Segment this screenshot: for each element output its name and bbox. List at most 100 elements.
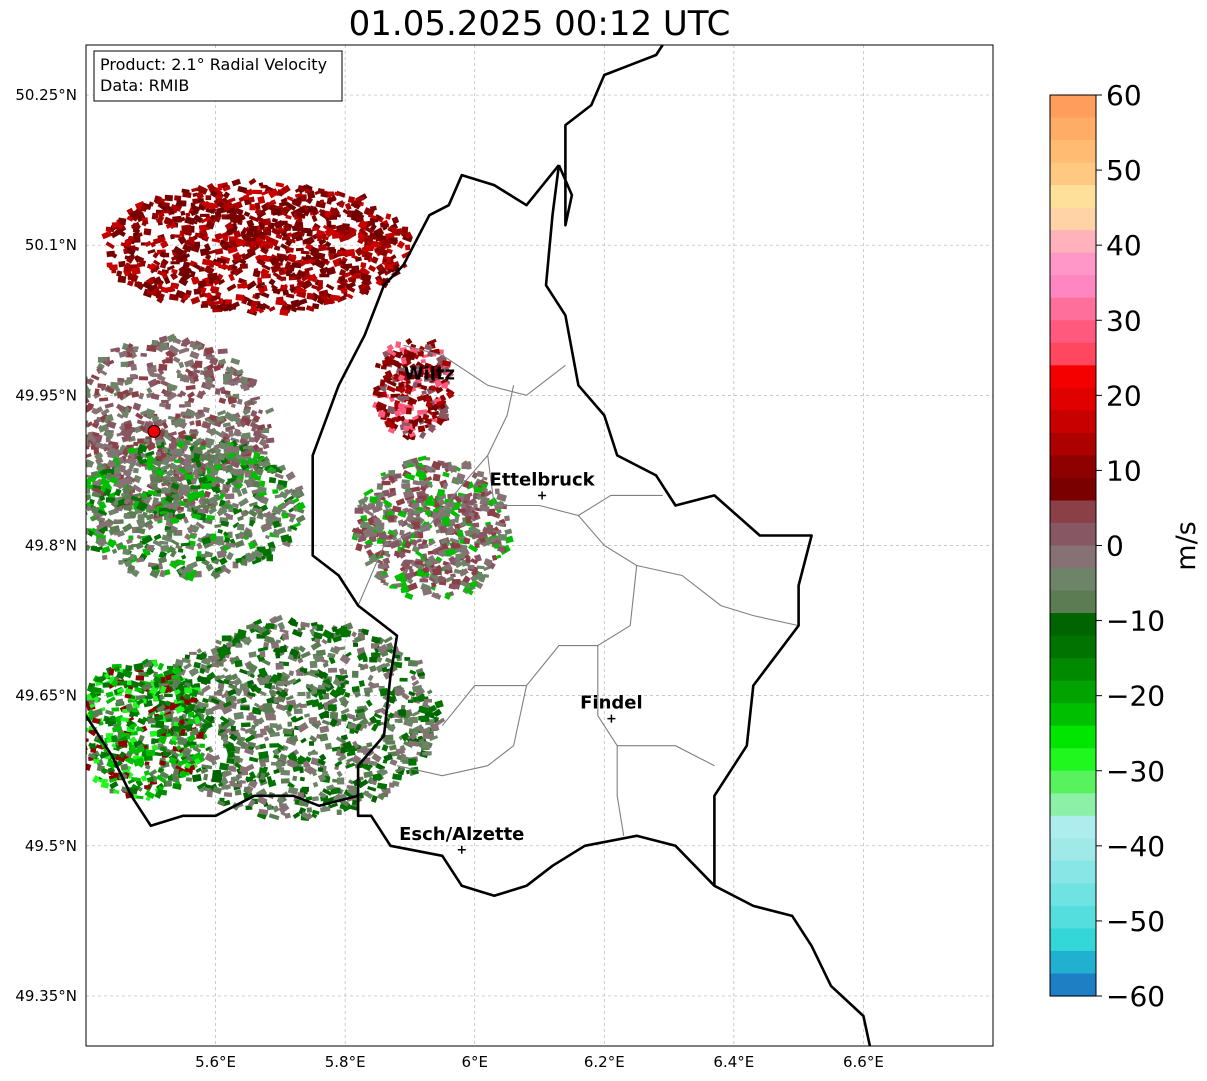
echo-pixel (272, 289, 281, 295)
colorbar-segment (1050, 725, 1096, 749)
echo-pixel (335, 213, 342, 218)
echo-pixel (405, 244, 411, 251)
echo-pixel (303, 236, 314, 244)
echo-pixel (355, 197, 365, 202)
colorbar-segment (1050, 410, 1096, 434)
echo-pixel (340, 288, 348, 294)
echo-pixel (396, 394, 406, 403)
echo-pixel (200, 216, 211, 224)
echo-pixel (214, 248, 224, 255)
echo-pixel (182, 243, 193, 253)
echo-pixel (272, 262, 281, 269)
echo-pixel (240, 253, 248, 261)
colorbar-segment (1050, 432, 1096, 457)
echo-pixel (270, 199, 277, 206)
echo-pixel (268, 305, 276, 312)
echo-pixel (395, 351, 404, 357)
echo-pixel (191, 204, 201, 212)
echo-pixel (396, 415, 405, 422)
echo-pixel (397, 402, 406, 410)
echo-pixel (291, 262, 302, 269)
echo-pixel (328, 248, 337, 255)
colorbar-segment (1050, 117, 1096, 141)
colorbar-tick-label: 60 (1106, 79, 1142, 112)
echo-pixel (227, 197, 236, 204)
echo-pixel (369, 223, 377, 232)
echo-pixel (191, 276, 201, 285)
echo-pixel (241, 280, 249, 289)
echo-pixel (380, 235, 389, 241)
echo-pixel (231, 264, 238, 271)
echo-pixel (275, 299, 286, 306)
echo-pixel (176, 200, 187, 207)
echo-pixel (212, 279, 220, 286)
echo-pixel (388, 225, 397, 232)
echo-pixel (434, 379, 441, 388)
echo-pixel (378, 386, 387, 393)
echo-pixel (306, 273, 317, 282)
colorbar-segment (1050, 838, 1096, 862)
echo-pixel (208, 302, 217, 310)
echo-pixel (271, 227, 282, 237)
echo-pixel (126, 280, 134, 287)
echo-pixel (223, 191, 231, 199)
echo-pixel (389, 353, 396, 360)
echo-pixel (314, 188, 325, 196)
echo-pixel (426, 338, 437, 346)
echo-pixel (283, 224, 291, 233)
echo-pixel (152, 276, 163, 286)
echo-pixel (316, 297, 325, 306)
echo-pixel (263, 228, 271, 236)
echo-pixel (368, 264, 377, 273)
echo-pixel (427, 403, 438, 412)
echo-pixel (424, 417, 433, 425)
echo-pixel (296, 197, 302, 204)
echo-pixel (322, 258, 328, 264)
echo-pixel (234, 237, 246, 247)
echo-pixel (260, 268, 270, 277)
echo-pixel (375, 263, 385, 272)
echo-pixel (118, 260, 126, 268)
echo-pixel (163, 276, 171, 285)
echo-pixel (182, 226, 193, 237)
echo-pixel (318, 238, 327, 246)
echo-pixel (384, 263, 394, 270)
echo-pixel (298, 231, 305, 237)
echo-pixel (232, 200, 243, 211)
echo-pixel (157, 283, 163, 290)
echo-pixel (234, 207, 244, 216)
echo-pixel (312, 222, 321, 231)
colorbar-segment (1050, 297, 1096, 321)
echo-pixel (344, 202, 352, 211)
colorbar-segment (1050, 522, 1096, 547)
echo-pixel (381, 239, 391, 246)
echo-pixel (280, 304, 292, 314)
echo-pixel (192, 262, 201, 271)
echo-pixel (253, 241, 262, 247)
echo-pixel (264, 235, 270, 241)
echo-pixel (248, 215, 260, 223)
colorbar-segment (1050, 342, 1096, 366)
colorbar-segment (1050, 748, 1096, 772)
echo-pixel (205, 220, 215, 230)
echo-pixel (425, 401, 433, 408)
echo-pixel (309, 249, 321, 260)
colorbar-segment (1050, 658, 1096, 682)
echo-pixel (237, 185, 248, 194)
echo-pixel (111, 252, 118, 259)
echo-pixel (397, 374, 405, 382)
echo-pixel (171, 268, 178, 274)
echo-pixel (286, 195, 294, 202)
echo-pixel (332, 257, 344, 268)
echo-pixel (229, 211, 238, 219)
echo-pixel (335, 190, 346, 198)
colorbar-segments (1050, 95, 1096, 997)
colorbar-unit-label: m/s (1171, 521, 1202, 570)
echo-pixel (295, 247, 304, 252)
echo-pixel (285, 214, 292, 220)
echo-pixel (130, 221, 141, 231)
echo-pixel (179, 404, 185, 408)
echo-pixel (176, 253, 188, 262)
